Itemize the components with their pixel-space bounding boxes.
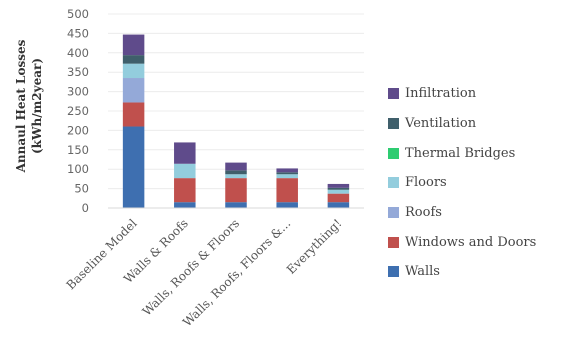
bar-segment-floors	[225, 174, 247, 179]
legend-item: Floors	[388, 168, 560, 198]
bar-segment-infiltration	[327, 183, 350, 188]
bar-segment-windows-and-doors	[327, 193, 350, 203]
bar-segment-windows-and-doors	[225, 178, 247, 203]
y-axis-title-line1: Annaul Heat Losses	[14, 39, 28, 173]
bar-segment-walls	[174, 202, 196, 208]
legend-label: Walls	[405, 264, 440, 280]
bar-segment-ventilation	[225, 170, 247, 175]
bar-segment-infiltration	[122, 34, 145, 56]
y-axis-title-line2: (kWh/m2year)	[30, 58, 44, 154]
y-tick-label: 50	[74, 182, 89, 196]
legend-swatch	[388, 207, 399, 219]
gridlines	[108, 13, 364, 190]
legend-swatch	[388, 236, 399, 248]
y-axis-ticks: 0 50 100 150 200 250 300 350 400 450 500	[67, 7, 89, 215]
legend-item: Infiltration	[388, 79, 560, 109]
y-tick-label: 250	[67, 104, 89, 118]
bar-segment-floors	[122, 63, 145, 79]
legend-item: Thermal Bridges	[388, 138, 560, 168]
bar-segment-windows-and-doors	[276, 178, 298, 203]
bar-segment-walls	[276, 202, 298, 208]
bar-segment-floors	[174, 163, 196, 179]
legend-swatch	[388, 118, 399, 130]
bar-segment-roofs	[122, 78, 145, 103]
bar-segment-windows-and-doors	[122, 102, 145, 127]
bar-segment-ventilation	[276, 172, 298, 175]
legend-swatch	[388, 177, 399, 189]
bar-segment-floors	[276, 174, 298, 179]
y-tick-label: 100	[67, 162, 89, 176]
legend-label: Windows and Doors	[405, 234, 537, 250]
bar-segment-windows-and-doors	[174, 178, 196, 203]
legend-label: Ventilation	[405, 116, 477, 132]
legend-swatch	[388, 266, 399, 278]
bar-segment-walls	[225, 202, 247, 208]
legend-item: Roofs	[388, 198, 560, 228]
bars	[122, 34, 350, 208]
x-category-label: Walls, Roofs & Floors	[140, 216, 242, 318]
bar-segment-ventilation	[122, 55, 145, 64]
legend-item: Ventilation	[388, 109, 560, 139]
y-tick-label: 150	[67, 143, 89, 157]
y-tick-label: 300	[67, 85, 89, 99]
legend-label: Infiltration	[405, 86, 477, 102]
bar-segment-infiltration	[276, 168, 298, 173]
legend-item: Windows and Doors	[388, 227, 560, 257]
x-category-label: Everything!	[284, 216, 345, 277]
bar-segment-floors	[327, 189, 350, 194]
bar-segment-infiltration	[174, 142, 196, 164]
chart-legend: Infiltration Ventilation Thermal Bridges Fl…	[388, 79, 560, 287]
legend-swatch	[388, 147, 399, 159]
y-tick-label: 450	[67, 26, 89, 40]
bar-segment-walls	[327, 202, 350, 208]
legend-item: Walls	[388, 257, 560, 287]
y-tick-label: 200	[67, 123, 89, 137]
y-tick-label: 500	[67, 7, 89, 21]
bar-segment-infiltration	[225, 162, 247, 171]
y-tick-label: 350	[67, 65, 89, 79]
legend-swatch	[388, 88, 399, 100]
legend-label: Roofs	[405, 205, 442, 221]
legend-label: Thermal Bridges	[405, 145, 516, 161]
y-tick-label: 400	[67, 46, 89, 60]
legend-label: Floors	[405, 175, 447, 191]
y-tick-label: 0	[82, 201, 89, 215]
bar-segment-ventilation	[327, 187, 350, 190]
x-category-label: Walls, Roofs, Floors &...	[180, 216, 293, 329]
bar-segment-walls	[122, 126, 145, 208]
